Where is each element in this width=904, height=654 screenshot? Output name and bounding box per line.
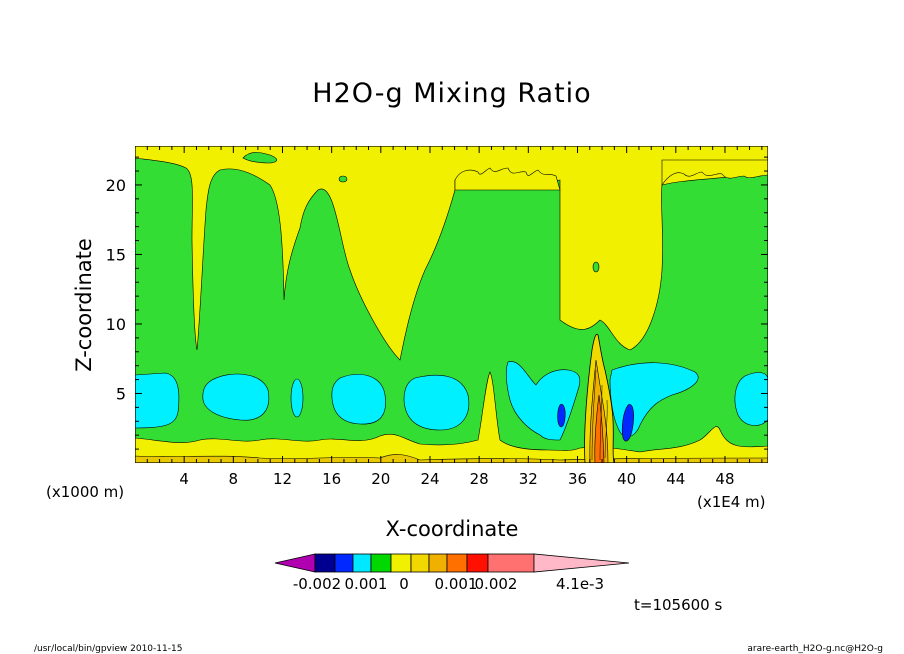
- upper-right-cloud-tops: [454, 167, 561, 191]
- moist-pocket: [734, 372, 768, 426]
- x-tick-label: 32: [519, 470, 538, 488]
- y-tick-label: 15: [106, 245, 126, 264]
- moist-pocket: [135, 372, 180, 429]
- colorbar-segment: [390, 553, 412, 573]
- colorbar-segment: [370, 553, 392, 573]
- x-tick-label: 4: [179, 470, 189, 488]
- colorbar-label: 0.001: [345, 575, 388, 593]
- y-tick-label: 20: [106, 176, 126, 195]
- x-unit-right: (x1E4 m): [697, 493, 766, 511]
- colorbar-label: -0.002: [293, 575, 341, 593]
- colorbar-segment: [352, 553, 372, 573]
- moist-pocket: [290, 378, 304, 418]
- y-tick-label: 10: [106, 315, 126, 334]
- deep-moist-streak: [557, 403, 566, 428]
- y-axis-ticks: 5 10 15 20: [106, 156, 768, 450]
- colorbar-segment: [466, 553, 489, 573]
- x-axis-label: X-coordinate: [386, 517, 519, 541]
- colorbar-label: 0.002: [475, 575, 518, 593]
- time-stamp: t=105600 s: [634, 596, 722, 614]
- footer-right: arare-earth_H2O-g.nc@H2O-g: [747, 644, 883, 654]
- convective-core-outline: [591, 369, 608, 461]
- colorbar-label: 0.001: [435, 575, 478, 593]
- x-tick-label: 44: [666, 470, 685, 488]
- x-tick-label: 48: [715, 470, 734, 488]
- moist-pocket: [202, 373, 270, 421]
- moist-pocket: [331, 374, 386, 425]
- upper-left-moist-band: [242, 152, 278, 164]
- x-unit-left: (x1000 m): [46, 483, 124, 501]
- y-axis-label: Z-coordinate: [72, 238, 96, 372]
- colorbar-segment: [334, 553, 354, 573]
- colorbar-segment: [446, 553, 468, 573]
- x-tick-label: 20: [371, 470, 390, 488]
- surface-moist-layer: [135, 371, 768, 463]
- colorbar-segment: [274, 553, 316, 573]
- x-tick-label: 36: [568, 470, 587, 488]
- small-green-cell: [338, 175, 348, 183]
- plot-area: [135, 146, 768, 463]
- x-tick-label: 24: [420, 470, 439, 488]
- colorbar-label: 4.1e-3: [556, 575, 604, 593]
- upper-right-cloud-tops: [661, 159, 768, 186]
- deep-moist-streak: [621, 404, 634, 442]
- colorbar-segment: [314, 553, 336, 573]
- colorbar-segment: [533, 553, 630, 573]
- x-tick-label: 40: [617, 470, 636, 488]
- x-tick-label: 8: [229, 470, 239, 488]
- x-axis-ticks: 4 8 12 16 20 24 28 32 36 40 44 48: [146, 146, 763, 488]
- small-green-cell: [592, 261, 600, 273]
- x-tick-label: 16: [322, 470, 341, 488]
- colorbar-labels: -0.002 0.001 0 0.001 0.002 4.1e-3: [293, 575, 604, 593]
- colorbar-segment: [428, 553, 448, 573]
- chart-title: H2O-g Mixing Ratio: [312, 78, 591, 109]
- colorbar-segment: [410, 553, 430, 573]
- x-tick-label: 12: [273, 470, 292, 488]
- footer-left: /usr/local/bin/gpview 2010-11-15: [34, 644, 182, 654]
- y-tick-label: 5: [116, 384, 126, 403]
- convective-core: [594, 394, 605, 463]
- colorbar-segment: [487, 553, 535, 573]
- colorbar-label: 0: [399, 575, 409, 593]
- moist-pocket: [403, 374, 470, 431]
- x-tick-label: 28: [470, 470, 489, 488]
- colorbar: [274, 553, 630, 573]
